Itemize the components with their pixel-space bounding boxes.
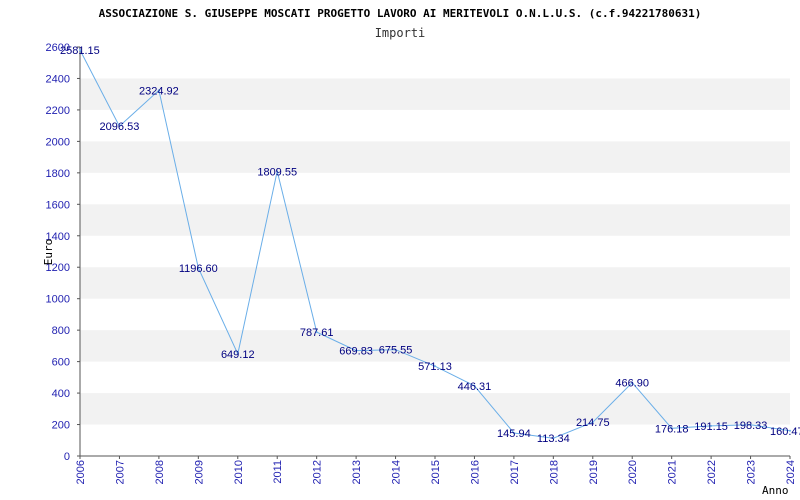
y-tick-label: 2200	[46, 105, 70, 117]
x-tick-label: 2020	[627, 460, 639, 484]
data-value-label: 113.34	[537, 433, 570, 445]
data-point	[670, 427, 673, 430]
grid-band	[80, 393, 790, 425]
data-value-label: 1196.60	[179, 263, 218, 275]
data-point	[276, 170, 279, 173]
data-point	[473, 384, 476, 387]
data-value-label: 1809.55	[257, 166, 297, 178]
x-tick-label: 2006	[75, 460, 87, 484]
data-point	[591, 421, 594, 424]
grid-band	[80, 330, 790, 362]
y-axis-label: Euro	[42, 239, 55, 266]
data-value-label: 669.83	[339, 346, 373, 358]
y-tick-label: 1000	[46, 294, 70, 306]
x-tick-label: 2008	[154, 460, 166, 484]
grid-bands	[80, 78, 790, 425]
y-tick-label: 400	[52, 388, 70, 400]
x-tick-labels: 2006 2007 2008 2009 2010 2011 2012 2013 2014 2015…	[75, 456, 797, 484]
data-point	[631, 381, 634, 384]
data-point	[118, 125, 121, 128]
data-point	[394, 348, 397, 351]
x-tick-label: 2018	[548, 460, 560, 484]
data-value-label: 649.12	[221, 349, 255, 361]
data-value-label: 2096.53	[100, 121, 140, 133]
y-tick-label: 2600	[46, 42, 70, 54]
grid-band	[80, 141, 790, 173]
data-point	[236, 352, 239, 355]
data-value-label: 2581.15	[60, 45, 100, 57]
x-tick-label: 2024	[785, 460, 797, 484]
x-tick-label: 2007	[114, 460, 126, 484]
data-value-label: 787.61	[300, 327, 334, 339]
data-point	[552, 437, 555, 440]
grid-band	[80, 78, 790, 110]
x-tick-label: 2011	[272, 460, 284, 484]
x-tick-label: 2013	[351, 460, 363, 484]
series-line	[79, 48, 791, 440]
data-point	[789, 429, 791, 432]
y-tick-label: 600	[52, 357, 70, 369]
y-tick-label: 0	[64, 451, 70, 463]
y-tick-label: 2400	[46, 73, 70, 85]
data-point	[79, 48, 81, 51]
x-tick-label: 2021	[667, 460, 679, 484]
data-value-label: 198.33	[734, 420, 768, 432]
y-tick-label: 800	[52, 325, 70, 337]
grid-band	[80, 267, 790, 299]
grid-band	[80, 204, 790, 236]
data-value-label: 2324.92	[139, 85, 179, 97]
y-tick-label: 1600	[46, 199, 70, 211]
data-value-label: 160.47	[770, 426, 800, 438]
x-tick-label: 2023	[746, 460, 758, 484]
data-value-label: 466.90	[615, 378, 649, 390]
data-point	[197, 266, 200, 269]
x-tick-label: 2012	[312, 460, 324, 484]
data-value-label: 446.31	[458, 381, 492, 393]
y-tick-label: 1800	[46, 168, 70, 180]
data-value-label: 176.18	[655, 423, 689, 435]
chart-subtitle: Importi	[375, 26, 426, 40]
x-axis-label: Anno	[762, 484, 789, 497]
data-point	[749, 423, 752, 426]
x-tick-label: 2019	[588, 460, 600, 484]
x-tick-label: 2010	[233, 460, 245, 484]
y-tick-labels: 0 200 400 600 800 1000 1200 1400 1600 1800 2000 220…	[46, 42, 80, 463]
data-point	[315, 331, 318, 334]
x-tick-label: 2016	[469, 460, 481, 484]
data-point	[710, 424, 713, 427]
x-tick-label: 2017	[509, 460, 521, 484]
data-value-label: 145.94	[497, 428, 531, 440]
data-point	[157, 89, 160, 92]
data-point	[355, 349, 358, 352]
x-tick-label: 2015	[430, 460, 442, 484]
x-tick-label: 2022	[706, 460, 718, 484]
data-value-label: 191.15	[694, 421, 728, 433]
data-value-label: 214.75	[576, 417, 610, 429]
data-value-label: 571.13	[418, 361, 452, 373]
y-tick-label: 200	[52, 420, 70, 432]
y-tick-label: 2000	[46, 136, 70, 148]
y-tick-label: 1200	[46, 262, 70, 274]
data-point	[434, 365, 436, 368]
data-point	[512, 432, 515, 435]
x-tick-label: 2009	[193, 460, 205, 484]
y-tick-label: 1400	[46, 231, 70, 243]
data-value-label: 675.55	[379, 345, 413, 357]
x-tick-label: 2014	[391, 460, 403, 484]
chart-title: ASSOCIAZIONE S. GIUSEPPE MOSCATI PROGETT…	[99, 7, 702, 20]
value-labels: 2581.15 2096.53 2324.92 1196.60 649.12 1809.5…	[60, 45, 800, 445]
